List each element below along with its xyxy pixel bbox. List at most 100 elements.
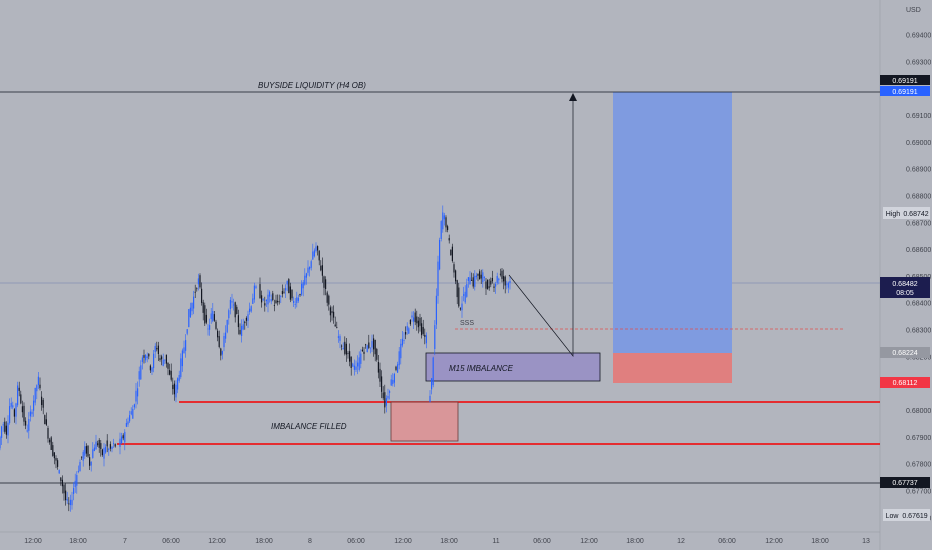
- candle-body: [501, 270, 503, 279]
- candle-body: [432, 357, 434, 386]
- candle-body: [485, 281, 487, 289]
- projection-path[interactable]: [508, 96, 574, 358]
- m15-imbalance-box[interactable]: [425, 352, 601, 382]
- candle-body: [291, 289, 293, 299]
- candle-body: [21, 406, 23, 413]
- candle-body: [50, 437, 52, 450]
- candle-body: [47, 428, 49, 439]
- candle-body: [105, 446, 107, 453]
- candle-body: [55, 458, 57, 461]
- candle-body: [443, 215, 445, 220]
- candle-body: [13, 409, 15, 417]
- high-badge: High 0.68742: [883, 207, 930, 219]
- candle-body: [23, 405, 25, 422]
- candle-body: [18, 387, 20, 391]
- candle-body: [226, 320, 228, 333]
- candle-body: [215, 321, 217, 329]
- candle-body: [278, 301, 280, 303]
- candle-body: [431, 378, 433, 390]
- candle-body: [371, 341, 373, 348]
- candle-body: [178, 375, 180, 381]
- time-tick-label: 7: [123, 538, 127, 545]
- candle-body: [161, 356, 163, 360]
- profit-target-zone[interactable]: [613, 92, 732, 353]
- time-tick-label: 06:00: [533, 538, 551, 545]
- candle-body: [397, 364, 399, 373]
- candle-body: [320, 265, 322, 271]
- candle-body: [280, 295, 282, 297]
- imbalance-filled-label: IMBALANCE FILLED: [271, 422, 347, 431]
- candle-body: [165, 354, 167, 364]
- candle-body: [381, 376, 383, 392]
- svg-text:High: High: [886, 211, 901, 218]
- candle-body: [403, 340, 405, 341]
- price-tick-label: 0.68000: [906, 408, 931, 415]
- currency-label: USD: [906, 7, 921, 14]
- candle-body: [482, 272, 484, 282]
- svg-text:0.68224: 0.68224: [892, 350, 917, 357]
- candle-body: [297, 297, 299, 301]
- price-badge-target-black: 0.69191: [880, 75, 930, 85]
- candle-body: [57, 460, 59, 467]
- candle-body: [390, 379, 392, 386]
- candle-body: [264, 303, 266, 306]
- candle-body: [202, 302, 204, 313]
- candle-body: [228, 310, 230, 319]
- candle-body: [467, 277, 469, 281]
- candle-body: [475, 275, 477, 278]
- candle-body: [458, 287, 460, 307]
- candle-body: [241, 325, 243, 336]
- time-tick-label: 18:00: [69, 538, 87, 545]
- candle-body: [42, 399, 44, 408]
- time-tick-label: 12: [677, 538, 685, 545]
- candle-body: [389, 391, 391, 393]
- candle-body: [355, 366, 357, 370]
- candle-body: [288, 279, 290, 294]
- candle-body: [471, 279, 473, 281]
- candle-body: [234, 302, 236, 318]
- candle-body: [406, 326, 408, 331]
- candle-body: [89, 457, 91, 466]
- candle-body: [242, 324, 244, 330]
- candle-body: [352, 363, 354, 367]
- candle-body: [310, 261, 312, 268]
- candle-body: [194, 291, 196, 293]
- time-tick-label: 12:00: [208, 538, 226, 545]
- candle-body: [373, 338, 375, 350]
- price-tick-label: 0.69000: [906, 140, 931, 147]
- candle-body: [456, 280, 458, 298]
- candle-body: [506, 283, 508, 285]
- candle-body: [100, 443, 102, 449]
- candle-body: [405, 332, 407, 335]
- time-axis-ticks: 12:00 18:00 7 06:00 12:00 18:00 8 06:00 12:00 18:…: [24, 538, 870, 545]
- candle-body: [442, 212, 444, 230]
- candle-body: [143, 355, 145, 358]
- time-tick-label: 12:00: [580, 538, 598, 545]
- price-tick-label: 0.68600: [906, 247, 931, 254]
- candle-body: [309, 267, 311, 270]
- time-tick-label: 12:00: [394, 538, 412, 545]
- candle-body: [97, 443, 99, 445]
- candle-body: [422, 327, 424, 334]
- candle-body: [153, 353, 155, 369]
- price-badge-target-blue: 0.69191: [880, 86, 930, 96]
- candle-body: [145, 355, 147, 361]
- candle-body: [237, 315, 239, 328]
- imbalance-filled-box[interactable]: [390, 401, 459, 442]
- time-tick-label: 18:00: [255, 538, 273, 545]
- stop-loss-zone[interactable]: [613, 353, 732, 383]
- candle-body: [45, 419, 47, 425]
- candle-body: [461, 303, 463, 311]
- candle-body: [261, 295, 263, 303]
- candle-body: [265, 299, 267, 302]
- candle-body: [213, 314, 215, 321]
- candle-body: [210, 313, 212, 320]
- candle-body: [172, 384, 174, 390]
- time-tick-label: 13: [862, 538, 870, 545]
- candle-body: [448, 238, 450, 241]
- candle-body: [249, 308, 251, 312]
- candle-body: [209, 325, 211, 330]
- candle-body: [281, 291, 283, 295]
- candle-body: [305, 273, 307, 278]
